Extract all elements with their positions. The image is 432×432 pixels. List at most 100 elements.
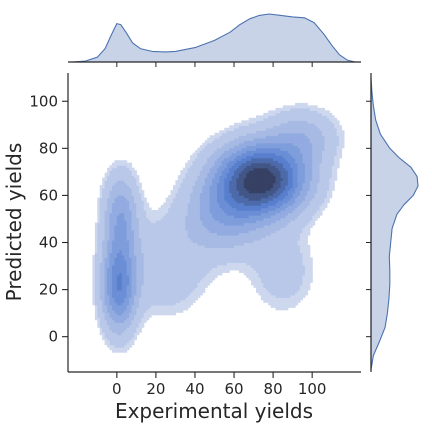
density-cell	[124, 249, 128, 253]
density-cell	[297, 177, 301, 181]
density-cell	[248, 259, 252, 263]
density-cell	[94, 247, 98, 251]
density-cell	[231, 267, 235, 271]
density-cell	[165, 222, 169, 226]
density-cell	[119, 249, 123, 253]
density-cell	[94, 317, 98, 321]
density-cell	[160, 264, 164, 268]
density-cell	[99, 269, 103, 273]
density-cell	[321, 200, 325, 204]
density-cell	[192, 264, 196, 268]
density-cell	[190, 294, 194, 298]
density-cell	[263, 254, 267, 258]
density-cell	[187, 224, 191, 229]
density-cell	[275, 249, 279, 253]
density-cell	[307, 202, 311, 206]
density-cell	[133, 252, 137, 256]
density-cell	[153, 279, 157, 283]
density-cell	[131, 220, 135, 224]
density-cell	[277, 167, 282, 171]
density-cell	[102, 334, 106, 338]
density-cell	[185, 190, 189, 194]
density-cell	[324, 202, 328, 206]
density-cell	[124, 224, 128, 229]
density-cell	[290, 212, 294, 216]
density-cell	[165, 202, 169, 206]
density-cell	[109, 267, 113, 271]
density-cell	[182, 234, 186, 239]
density-cell	[280, 287, 284, 291]
density-cell	[199, 167, 203, 171]
density-cell	[119, 182, 123, 186]
density-cell	[172, 242, 177, 246]
density-cell	[121, 205, 125, 209]
density-cell	[92, 257, 96, 261]
density-cell	[238, 269, 242, 273]
density-cell	[246, 244, 250, 249]
density-cell	[109, 252, 113, 256]
density-cell	[129, 292, 133, 296]
density-cell	[295, 182, 299, 186]
density-cell	[229, 222, 233, 226]
density-cell	[124, 284, 128, 288]
density-cell	[107, 202, 111, 206]
density-cell	[148, 297, 152, 301]
density-cell	[190, 242, 194, 246]
density-cell	[295, 279, 299, 283]
density-cell	[270, 244, 274, 249]
density-cell	[111, 187, 115, 191]
density-cell	[138, 307, 142, 311]
density-cell	[229, 257, 233, 261]
density-cell	[231, 264, 235, 268]
density-cell	[268, 244, 272, 249]
density-cell	[302, 284, 306, 288]
density-cell	[221, 215, 225, 219]
density-cell	[280, 227, 284, 231]
density-cell	[268, 234, 272, 239]
density-cell	[209, 274, 213, 278]
density-cell	[287, 180, 291, 184]
density-cell	[251, 200, 255, 204]
density-cell	[292, 165, 296, 169]
density-cell	[209, 249, 213, 253]
density-cell	[251, 192, 255, 196]
density-cell	[109, 339, 113, 343]
density-cell	[102, 195, 106, 199]
density-cell	[199, 254, 203, 258]
density-cell	[102, 247, 106, 251]
density-cell	[302, 175, 306, 179]
density-cell	[285, 269, 289, 273]
density-cell	[265, 274, 269, 278]
density-cell	[138, 299, 142, 303]
density-cell	[124, 187, 128, 191]
density-cell	[331, 170, 335, 174]
density-cell	[212, 272, 216, 276]
density-cell	[209, 167, 213, 171]
density-cell	[148, 284, 152, 288]
density-cell	[243, 267, 247, 271]
density-cell	[111, 244, 115, 249]
density-cell	[138, 294, 142, 298]
density-cell	[219, 222, 223, 226]
density-cell	[299, 257, 303, 261]
density-cell	[241, 202, 245, 206]
density-cell	[165, 237, 169, 241]
density-cell	[280, 195, 284, 199]
density-cell	[253, 190, 257, 194]
density-cell	[141, 294, 145, 298]
density-cell	[224, 217, 228, 221]
density-cell	[121, 252, 125, 256]
density-cell	[277, 279, 282, 283]
density-cell	[292, 192, 296, 196]
density-cell	[141, 222, 145, 226]
density-cell	[126, 302, 130, 306]
density-cell	[160, 242, 164, 246]
density-cell	[285, 167, 289, 171]
density-cell	[126, 239, 130, 244]
density-cell	[207, 190, 211, 194]
density-cell	[282, 304, 286, 308]
density-cell	[94, 272, 98, 276]
density-cell	[192, 175, 196, 179]
density-cell	[214, 259, 218, 263]
density-cell	[180, 177, 184, 181]
